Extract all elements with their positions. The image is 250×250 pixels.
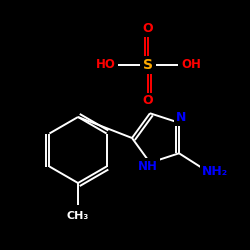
Text: OH: OH [181,58,201,71]
Text: O: O [143,22,153,36]
Text: N: N [176,111,186,124]
Text: NH: NH [138,160,158,173]
Text: S: S [143,58,153,72]
Text: NH₂: NH₂ [202,165,228,178]
Text: CH₃: CH₃ [67,211,89,221]
Text: O: O [143,94,153,108]
Text: HO: HO [96,58,116,71]
